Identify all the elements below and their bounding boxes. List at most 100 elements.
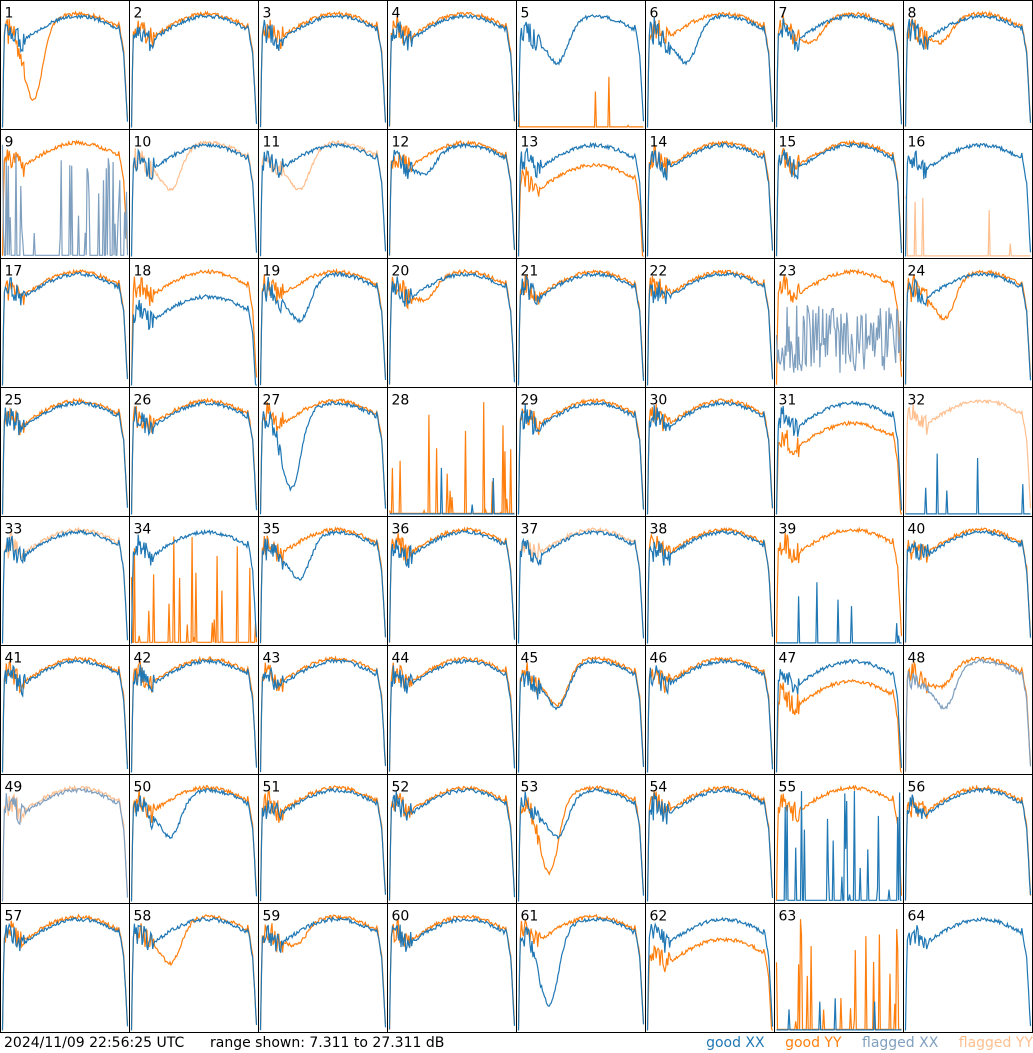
panel-frame <box>645 387 775 517</box>
panel-label: 33 <box>5 522 23 538</box>
panel-label: 36 <box>392 522 410 538</box>
panel-frame <box>516 0 646 130</box>
series-yy <box>517 785 645 901</box>
series-xx <box>259 916 387 1031</box>
panel-17: 17 <box>0 258 130 388</box>
series-yy <box>130 10 258 127</box>
panel-label: 41 <box>5 651 23 667</box>
panel-6: 6 <box>645 0 775 130</box>
panel-43: 43 <box>258 645 388 775</box>
panel-63: 63 <box>774 903 904 1033</box>
panel-frame <box>516 645 646 775</box>
series-xx <box>388 529 516 643</box>
footer: 2024/11/09 22:56:25 UTC range shown: 7.3… <box>0 1033 1033 1053</box>
panel-2: 2 <box>129 0 259 130</box>
panel-28: 28 <box>387 387 517 517</box>
panel-label: 1 <box>5 6 14 22</box>
panel-label: 12 <box>392 135 410 151</box>
panel-34: 34 <box>129 516 259 646</box>
range-shown: range shown: 7.311 to 27.311 dB <box>210 1035 445 1051</box>
panel-label: 23 <box>779 264 797 280</box>
panel-15: 15 <box>774 129 904 259</box>
panel-label: 44 <box>392 651 410 667</box>
panel-label: 18 <box>134 264 152 280</box>
panel-29: 29 <box>516 387 646 517</box>
series-xx <box>775 141 903 257</box>
series-xx <box>517 916 645 1031</box>
series-xx <box>388 13 516 127</box>
series-xx <box>776 998 902 1031</box>
panel-label: 58 <box>134 909 152 925</box>
series-yy <box>517 269 645 385</box>
series-yy <box>646 11 774 127</box>
series-xx <box>1 787 129 902</box>
series-xx <box>388 787 516 901</box>
panel-9: 9 <box>0 129 130 259</box>
panel-11: 11 <box>258 129 388 259</box>
series-xx <box>646 787 774 902</box>
panel-label: 59 <box>263 909 281 925</box>
series-xx <box>646 659 774 773</box>
panel-54: 54 <box>645 774 775 904</box>
panel-label: 64 <box>908 909 926 925</box>
panel-30: 30 <box>645 387 775 517</box>
panel-label: 42 <box>134 651 152 667</box>
panel-label: 9 <box>5 135 14 151</box>
panel-label: 10 <box>134 135 152 151</box>
series-yy <box>646 526 774 643</box>
series-xx <box>130 14 258 128</box>
panel-frame <box>903 129 1033 259</box>
panel-label: 57 <box>5 909 23 925</box>
legend-flagged-xx: flagged XX <box>862 1035 939 1051</box>
panel-13: 13 <box>516 129 646 259</box>
series-yy <box>1 784 129 901</box>
series-yy <box>775 11 903 127</box>
panel-frame <box>645 903 775 1033</box>
series-xx <box>1 13 129 128</box>
series-yy <box>775 526 903 643</box>
panel-label: 8 <box>908 6 917 22</box>
series-yy <box>775 268 903 385</box>
series-xx <box>517 530 645 644</box>
series-yy <box>775 784 903 901</box>
series-yy <box>517 76 644 128</box>
panel-40: 40 <box>903 516 1033 646</box>
series-xx <box>775 658 903 773</box>
panel-label: 34 <box>134 522 152 538</box>
series-yy <box>904 194 1031 257</box>
panel-35: 35 <box>258 516 388 646</box>
series-yy <box>259 10 387 127</box>
panel-55: 55 <box>774 774 904 904</box>
series-xx <box>259 142 387 257</box>
series-yy <box>646 398 774 514</box>
panel-4: 4 <box>387 0 517 130</box>
legend-good-yy: good YY <box>785 1035 842 1051</box>
series-xx <box>388 658 516 772</box>
series-xx <box>905 453 1031 515</box>
panel-27: 27 <box>258 387 388 517</box>
series-xx <box>388 142 516 256</box>
series-xx <box>646 13 774 128</box>
panel-label: 24 <box>908 264 926 280</box>
panel-46: 46 <box>645 645 775 775</box>
series-yy <box>517 526 645 643</box>
panel-label: 3 <box>263 6 272 22</box>
panel-label: 14 <box>650 135 668 151</box>
panel-label: 39 <box>779 522 797 538</box>
panel-label: 28 <box>392 393 410 409</box>
panel-frame <box>903 903 1033 1033</box>
series-yy <box>517 398 645 514</box>
series-xx <box>1 400 129 515</box>
panel-59: 59 <box>258 903 388 1033</box>
panel-39: 39 <box>774 516 904 646</box>
panel-label: 47 <box>779 651 797 667</box>
panel-frame <box>387 516 517 646</box>
series-xx <box>130 400 258 515</box>
series-xx <box>1 917 129 1031</box>
panel-56: 56 <box>903 774 1033 904</box>
series-xx <box>130 917 258 1031</box>
series-xx <box>904 142 1032 257</box>
series-xx <box>130 787 258 902</box>
panel-frame <box>774 129 904 259</box>
series-xx <box>646 271 774 386</box>
